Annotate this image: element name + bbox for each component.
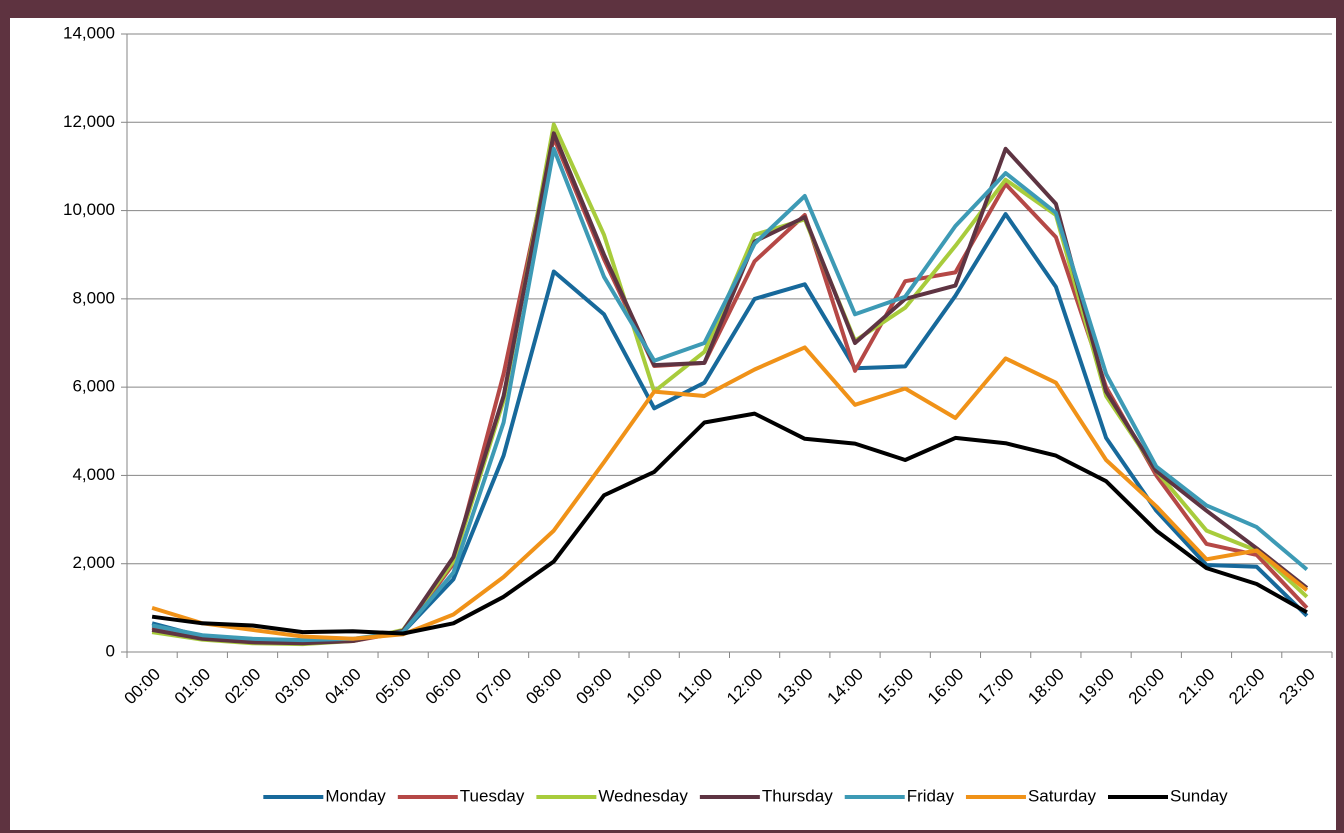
y-tick-label: 12,000 — [63, 112, 115, 131]
legend-label: Thursday — [762, 786, 833, 805]
legend-label: Saturday — [1028, 786, 1097, 805]
series-line — [151, 411, 1308, 636]
y-tick-label: 0 — [106, 641, 115, 660]
series-line — [151, 131, 1309, 646]
y-tick-label: 4,000 — [72, 465, 115, 484]
legend-label: Wednesday — [598, 786, 688, 805]
chart-area — [10, 18, 1336, 830]
legend-label: Sunday — [1170, 786, 1228, 805]
legend-label: Tuesday — [460, 786, 525, 805]
legend-label: Monday — [325, 786, 386, 805]
legend-label: Friday — [907, 786, 955, 805]
y-tick-label: 14,000 — [63, 23, 115, 42]
y-tick-label: 6,000 — [72, 377, 115, 396]
legend: Monday Tuesday Wednesday Thursday Friday Satu… — [263, 786, 1228, 805]
y-tick-label: 8,000 — [72, 288, 115, 307]
y-tick-label: 2,000 — [72, 553, 115, 572]
y-tick-label: 10,000 — [63, 200, 115, 219]
series-line — [151, 345, 1309, 641]
